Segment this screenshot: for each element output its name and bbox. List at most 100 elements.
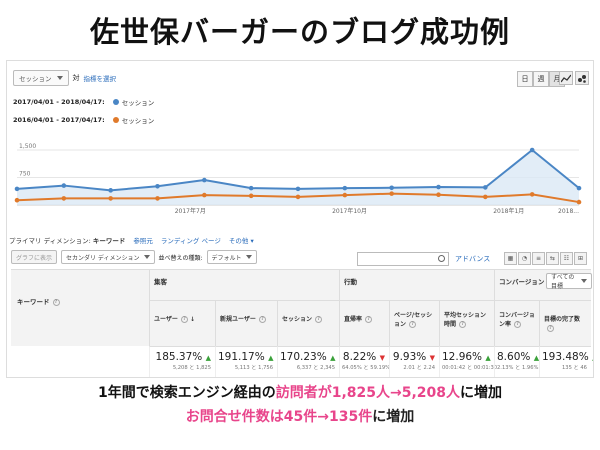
col-header-pages-per-session[interactable]: ページ/セッション? xyxy=(389,300,439,346)
metric-toolbar: セッション 対 指標を選択 xyxy=(13,69,116,87)
data-point[interactable] xyxy=(61,196,67,201)
other-link-label: その他 xyxy=(228,237,249,245)
caption-text: 1年間で検索エンジン経由の xyxy=(97,385,276,401)
x-tick-label: 2018... xyxy=(558,208,579,215)
col-header-sessions[interactable]: セッション? xyxy=(277,300,339,346)
x-tick-label: 2017年7月 xyxy=(175,207,206,215)
conversion-label: コンバージョン xyxy=(499,278,545,286)
time-range-buttons: 日 週 月 xyxy=(517,71,565,87)
metric-select[interactable]: セッション xyxy=(13,70,69,86)
line-chart-icon[interactable] xyxy=(559,71,573,85)
data-point[interactable] xyxy=(61,183,67,188)
col-header-users[interactable]: ユーザー? ↓ xyxy=(149,300,215,346)
series-dot-icon xyxy=(112,117,119,123)
table-cell-new-users: 191.17% ▲ 5,113 と 1,756 xyxy=(215,346,277,377)
performance-view-icon[interactable]: ≡ xyxy=(532,252,545,265)
data-table-icon[interactable]: ▦ xyxy=(504,252,517,265)
data-point[interactable] xyxy=(108,188,113,193)
data-point[interactable] xyxy=(342,192,348,198)
data-point[interactable] xyxy=(483,194,488,200)
secondary-dimension-select[interactable]: セカンダリ ディメンション xyxy=(61,250,155,264)
col-header-label: コンバージョン率 xyxy=(499,312,535,328)
data-point[interactable] xyxy=(295,186,301,192)
cell-value: 191.17% xyxy=(218,351,265,363)
caption-line-1: 1年間で検索エンジン経由の訪問者が1,825人→5,208人に増加 xyxy=(0,382,600,402)
data-point[interactable] xyxy=(389,185,394,191)
col-header-new-users[interactable]: 新規ユーザー? xyxy=(215,300,277,346)
cell-subvalue: 5,113 と 1,756 xyxy=(234,365,273,371)
plot-rows-button[interactable]: グラフに表示 xyxy=(11,250,58,264)
table-cell-users: 185.37% ▲ 5,208 と 1,825 xyxy=(149,346,215,377)
trend-up-icon: ▲ xyxy=(485,354,491,362)
data-point[interactable] xyxy=(436,192,441,198)
chart-type-buttons xyxy=(559,71,589,85)
data-point[interactable] xyxy=(14,197,20,203)
trend-down-icon: ▼ xyxy=(379,354,385,362)
table-cell-avg-session-duration: 12.96% ▲ 00:01:42 と 00:01:30 xyxy=(439,346,498,377)
trend-down-icon: ▼ xyxy=(429,354,435,362)
data-point[interactable] xyxy=(248,193,254,199)
y-tick-label: 750 xyxy=(19,171,31,178)
legend-range-previous: 2016/04/01 - 2017/04/17: xyxy=(13,116,105,124)
data-point[interactable] xyxy=(389,191,394,196)
sessions-line-chart: 1,500 750 2017年7月 2017年10月 2018年1月 2018... xyxy=(14,143,582,215)
table-cell-conversion-rate: 8.60% ▲ 2.13% と 1.96% xyxy=(494,346,539,377)
metric-select-label: セッション xyxy=(19,75,52,83)
data-point[interactable] xyxy=(576,199,582,205)
secondary-dimension-label: セカンダリ ディメンション xyxy=(66,254,140,262)
data-point[interactable] xyxy=(576,185,582,191)
data-point[interactable] xyxy=(248,185,254,191)
data-point[interactable] xyxy=(436,184,441,190)
cell-value: 193.48% xyxy=(542,351,589,363)
legend-series-previous: セッション xyxy=(112,115,154,125)
pie-view-icon[interactable]: ◔ xyxy=(518,252,531,265)
select-metric-link[interactable]: 指標を選択 xyxy=(83,75,117,83)
pivot-view-icon[interactable]: ⊞ xyxy=(574,252,587,265)
analytics-panel: セッション 対 指標を選択 日 週 月 2017/04/01 - 2018/04… xyxy=(6,60,594,378)
data-point[interactable] xyxy=(295,194,301,200)
data-point[interactable] xyxy=(155,184,160,189)
cell-value: 170.23% xyxy=(280,351,327,363)
col-header-avg-session-duration[interactable]: 平均セッション時間? xyxy=(439,300,494,346)
term-cloud-icon[interactable]: ☷ xyxy=(560,252,573,265)
motion-chart-icon[interactable] xyxy=(575,71,589,85)
cell-subvalue: 2.01 と 2.24 xyxy=(403,365,435,371)
series-area xyxy=(17,150,579,205)
data-point[interactable] xyxy=(342,185,348,191)
dimension-link-landing[interactable]: ランディング ページ xyxy=(160,237,221,245)
comparison-view-icon[interactable]: ⇆ xyxy=(546,252,559,265)
primary-dimension-label: プライマリ ディメンション: キーワード xyxy=(9,235,125,245)
sort-arrow-icon: ↓ xyxy=(189,316,196,323)
data-point[interactable] xyxy=(483,185,488,190)
col-header-label: ユーザー xyxy=(154,316,178,323)
day-button[interactable]: 日 xyxy=(517,71,533,87)
help-icon: ? xyxy=(258,316,266,323)
data-point[interactable] xyxy=(108,196,113,201)
dimension-link-other[interactable]: その他 ▾ xyxy=(228,237,254,245)
advanced-filter-link[interactable]: アドバンス xyxy=(455,255,491,263)
trend-up-icon: ▲ xyxy=(330,354,336,362)
goal-select[interactable]: すべての目標 xyxy=(546,273,592,290)
cell-subvalue: 00:01:42 と 00:01:30 xyxy=(442,365,498,371)
sort-type-select[interactable]: デフォルト xyxy=(206,250,257,264)
data-point[interactable] xyxy=(202,192,207,198)
data-point[interactable] xyxy=(529,147,535,153)
col-header-goal-completions[interactable]: 目標の完了数? xyxy=(539,300,591,346)
table-search-input[interactable] xyxy=(357,252,449,266)
help-icon: ? xyxy=(514,321,522,328)
col-header-bounce-rate[interactable]: 直帰率? xyxy=(339,300,389,346)
table-cell-pages-per-session: 9.93% ▼ 2.01 と 2.24 xyxy=(389,346,439,377)
chevron-down-icon xyxy=(245,255,252,259)
summary-caption: 1年間で検索エンジン経由の訪問者が1,825人→5,208人に増加 お問合せ件数… xyxy=(0,378,600,426)
keyword-column-header[interactable]: キーワード? xyxy=(11,270,149,346)
cell-value: 8.60% xyxy=(497,351,531,363)
trend-up-icon: ▲ xyxy=(205,354,211,362)
table-cell-sessions: 170.23% ▲ 6,337 と 2,345 xyxy=(277,346,339,377)
col-header-conversion-rate[interactable]: コンバージョン率? xyxy=(494,300,539,346)
data-point[interactable] xyxy=(529,192,535,197)
data-point[interactable] xyxy=(202,177,207,183)
dimension-link-source[interactable]: 参照元 xyxy=(133,237,153,245)
data-point[interactable] xyxy=(14,186,20,192)
week-button[interactable]: 週 xyxy=(533,71,549,87)
data-point[interactable] xyxy=(155,196,160,201)
